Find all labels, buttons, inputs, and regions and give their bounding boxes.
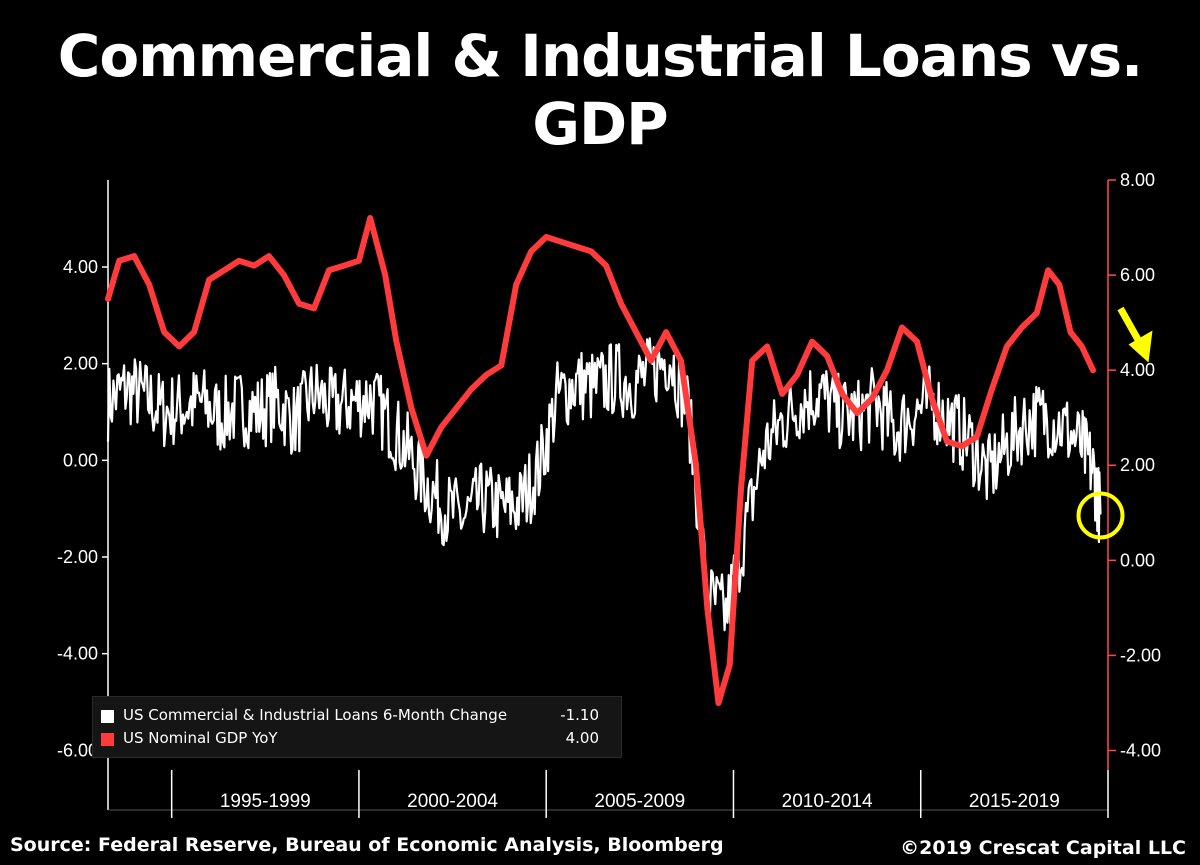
right-axis-tick-label: -4.00	[1120, 740, 1161, 760]
x-axis-category-label: 2000-2004	[407, 791, 498, 812]
copyright-note: ©2019 Crescat Capital LLC	[900, 837, 1186, 859]
legend: US Commercial & Industrial Loans 6-Month…	[92, 696, 622, 758]
chart-title: Commercial & Industrial Loans vs. GDP	[57, 22, 1143, 158]
legend-label-gdp: US Nominal GDP YoY	[123, 729, 278, 747]
legend-swatch-gdp	[101, 733, 114, 746]
series-layer	[105, 215, 1102, 706]
legend-label-loans: US Commercial & Industrial Loans 6-Month…	[123, 706, 508, 724]
right-axis-tick-label: 6.00	[1120, 265, 1155, 285]
right-axis-tick-label: 0.00	[1120, 550, 1155, 570]
legend-value-loans: -1.10	[560, 706, 599, 724]
trend-arrow-head	[1128, 330, 1153, 363]
left-axis-tick-label: 4.00	[63, 257, 98, 277]
x-axis-category-label: 2015-2019	[969, 791, 1060, 812]
x-axis-category-label: 1995-1999	[220, 791, 311, 812]
x-axis-category-label: 2010-2014	[782, 791, 873, 812]
annotation-layer	[1076, 306, 1153, 540]
right-axis-tick-label: 4.00	[1120, 360, 1155, 380]
series-line-loans	[106, 337, 1102, 632]
right-axis-tick-label: -2.00	[1120, 645, 1161, 665]
latest-reading-circle	[1076, 491, 1125, 540]
right-axis-tick-label: 2.00	[1120, 455, 1155, 475]
legend-swatch-loans	[101, 710, 114, 723]
source-note: Source: Federal Reserve, Bureau of Econo…	[10, 834, 724, 856]
legend-item-loans: US Commercial & Industrial Loans 6-Month…	[101, 705, 609, 725]
trend-arrow-shaft	[1117, 306, 1142, 343]
legend-value-gdp: 4.00	[565, 729, 599, 747]
left-axis-tick-label: -2.00	[57, 547, 98, 567]
legend-item-gdp: US Nominal GDP YoY 4.00	[101, 728, 609, 748]
axes-layer: 4.00 2.00 0.00 -2.00 -4.00 -6.00 8.00 6.00 4.00 2…	[57, 170, 1161, 818]
left-axis-tick-label: 2.00	[63, 354, 98, 374]
left-axis-tick-label: -6.00	[57, 740, 98, 760]
left-axis-tick-label: -4.00	[57, 644, 98, 664]
right-axis-tick-label: 8.00	[1120, 170, 1155, 190]
series-line-gdp	[105, 215, 1096, 706]
x-axis-category-label: 2005-2009	[594, 791, 685, 812]
left-axis-tick-label: 0.00	[63, 450, 98, 470]
